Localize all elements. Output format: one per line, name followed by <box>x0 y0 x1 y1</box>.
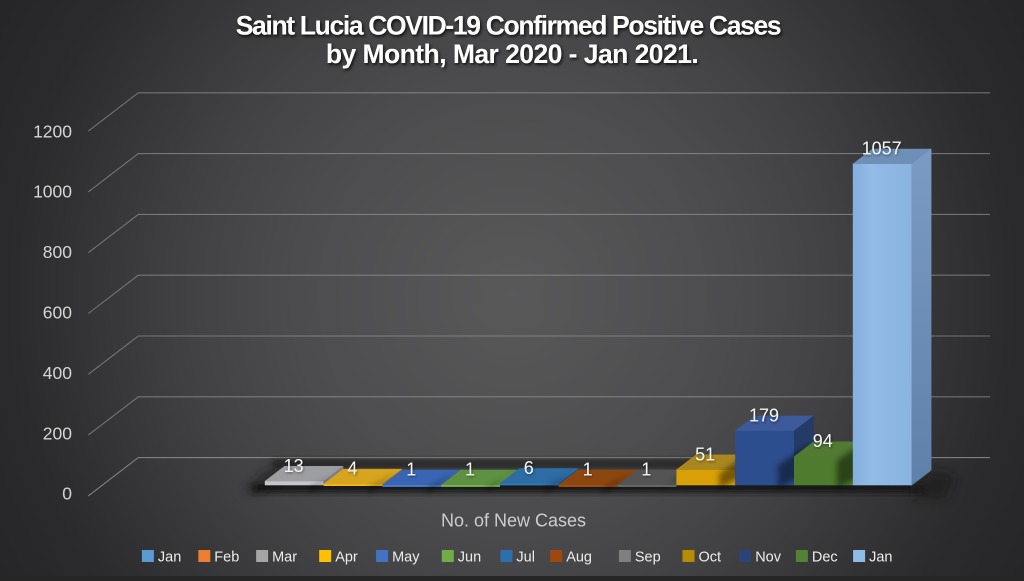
svg-text:13: 13 <box>284 456 304 476</box>
svg-text:1: 1 <box>641 460 651 480</box>
svg-text:Jun: Jun <box>458 550 481 566</box>
svg-text:200: 200 <box>43 423 72 443</box>
svg-text:1: 1 <box>406 460 416 480</box>
svg-text:94: 94 <box>813 431 833 451</box>
svg-text:51: 51 <box>695 444 715 464</box>
svg-text:Mar: Mar <box>272 550 297 566</box>
svg-text:6: 6 <box>524 458 534 478</box>
svg-text:Sep: Sep <box>635 550 661 566</box>
svg-text:Jan: Jan <box>158 550 181 566</box>
svg-text:Feb: Feb <box>214 550 239 566</box>
svg-text:by Month, Mar 2020 - Jan 2021.: by Month, Mar 2020 - Jan 2021. <box>326 39 698 69</box>
svg-text:1200: 1200 <box>33 121 72 141</box>
svg-text:4: 4 <box>347 459 357 479</box>
svg-text:Apr: Apr <box>335 550 358 566</box>
svg-text:Nov: Nov <box>755 550 782 566</box>
svg-text:Jan: Jan <box>869 550 892 566</box>
svg-text:1057: 1057 <box>862 139 902 159</box>
svg-text:179: 179 <box>749 405 779 425</box>
svg-text:1000: 1000 <box>33 182 72 202</box>
svg-text:Oct: Oct <box>699 550 722 566</box>
svg-text:Saint Lucia COVID-19 Confirmed: Saint Lucia COVID-19 Confirmed Positive … <box>236 11 781 41</box>
svg-text:0: 0 <box>62 484 72 504</box>
svg-text:No. of New Cases: No. of New Cases <box>441 511 586 531</box>
svg-text:May: May <box>392 550 420 566</box>
svg-text:Jul: Jul <box>516 550 535 566</box>
svg-text:1: 1 <box>465 460 475 480</box>
svg-text:600: 600 <box>43 303 72 323</box>
svg-text:Dec: Dec <box>812 550 838 566</box>
svg-text:1: 1 <box>583 460 593 480</box>
svg-text:800: 800 <box>43 242 72 262</box>
svg-text:Aug: Aug <box>566 550 592 566</box>
svg-text:400: 400 <box>43 363 72 383</box>
